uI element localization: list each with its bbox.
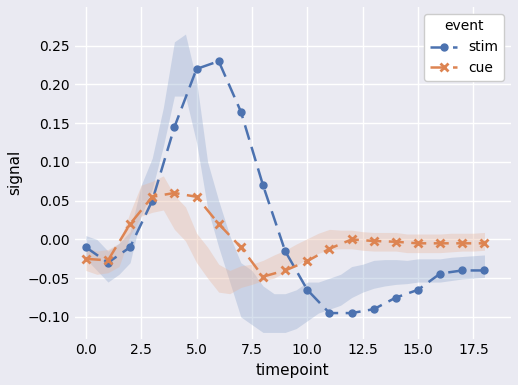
stim <box>149 198 155 203</box>
cue <box>238 245 244 249</box>
X-axis label: timepoint: timepoint <box>256 363 330 378</box>
stim <box>193 67 199 71</box>
stim <box>326 311 333 315</box>
cue <box>437 241 443 246</box>
Line: cue: cue <box>82 189 488 281</box>
Y-axis label: signal: signal <box>7 150 22 196</box>
stim <box>171 125 178 129</box>
stim <box>437 271 443 276</box>
stim <box>481 268 487 273</box>
stim <box>459 268 466 273</box>
stim <box>304 288 310 292</box>
cue <box>149 194 155 199</box>
cue <box>282 268 288 273</box>
stim <box>105 260 111 265</box>
stim <box>370 307 377 311</box>
stim <box>415 288 421 292</box>
cue <box>481 241 487 246</box>
cue <box>193 194 199 199</box>
cue <box>171 191 178 195</box>
cue <box>459 241 466 246</box>
cue <box>415 241 421 246</box>
cue <box>349 237 355 242</box>
cue <box>127 222 133 226</box>
stim <box>393 295 399 300</box>
cue <box>370 239 377 243</box>
stim <box>127 245 133 249</box>
cue <box>105 258 111 263</box>
stim <box>83 245 89 249</box>
stim <box>260 183 266 187</box>
stim <box>349 311 355 315</box>
stim <box>215 59 222 64</box>
stim <box>238 109 244 114</box>
cue <box>393 239 399 244</box>
Line: stim: stim <box>82 58 488 316</box>
cue <box>326 246 333 251</box>
cue <box>304 259 310 263</box>
Legend: stim, cue: stim, cue <box>424 14 504 81</box>
cue <box>260 275 266 279</box>
cue <box>215 222 222 226</box>
stim <box>282 249 288 253</box>
cue <box>83 256 89 261</box>
